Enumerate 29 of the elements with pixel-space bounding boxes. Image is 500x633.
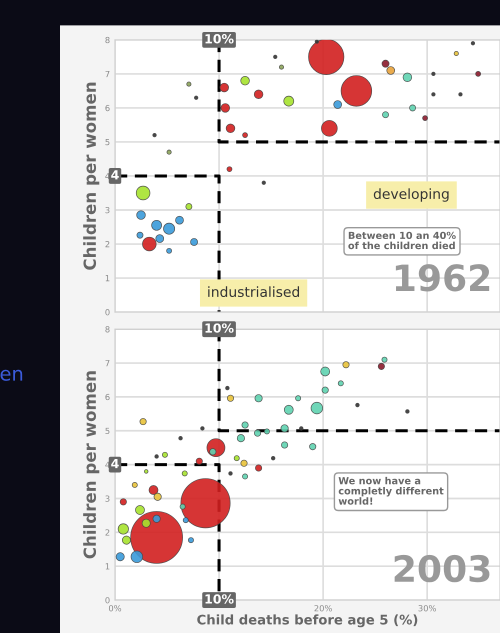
y-axis-title: Children per women <box>83 82 100 270</box>
y-tick-label: 0 <box>105 309 110 316</box>
y-tick-label: 2 <box>105 241 110 248</box>
annotation: We now have a completly different world! <box>338 476 444 505</box>
y-tick-label: 7 <box>106 360 110 366</box>
annotation: Between 10 an 40% of the children died <box>348 232 456 250</box>
x-tick-label: 30% <box>418 605 436 612</box>
y-tick-label: 6 <box>105 104 110 112</box>
annotation: 1962 <box>396 264 490 292</box>
y-tick-label: 6 <box>105 394 110 400</box>
y-tick-label: 5 <box>105 139 110 146</box>
annotation: industrialised <box>208 286 300 298</box>
y-tick-label: 8 <box>105 36 110 44</box>
x-tick-label: 0% <box>108 605 122 612</box>
y-tick-label: 8 <box>105 326 110 332</box>
y-tick-label: 1 <box>106 563 110 570</box>
x-axis-title: Child deaths before age 5 (%) <box>197 614 418 628</box>
y-axis-title: Children per women <box>83 371 100 558</box>
y-tick-label: 7 <box>106 70 110 78</box>
text: en <box>0 370 22 381</box>
annotation: developing <box>374 188 449 202</box>
y-tick-label: 5 <box>105 428 110 434</box>
annotation: 2003 <box>394 554 490 582</box>
y-tick-label: 1 <box>106 275 110 282</box>
y-tick-label: 3 <box>105 206 110 214</box>
y-tick-label: 3 <box>105 495 110 502</box>
y-tick-label: 0 <box>105 597 110 604</box>
x-tick-label: 20% <box>314 605 332 612</box>
y-tick-label: 2 <box>105 529 110 536</box>
